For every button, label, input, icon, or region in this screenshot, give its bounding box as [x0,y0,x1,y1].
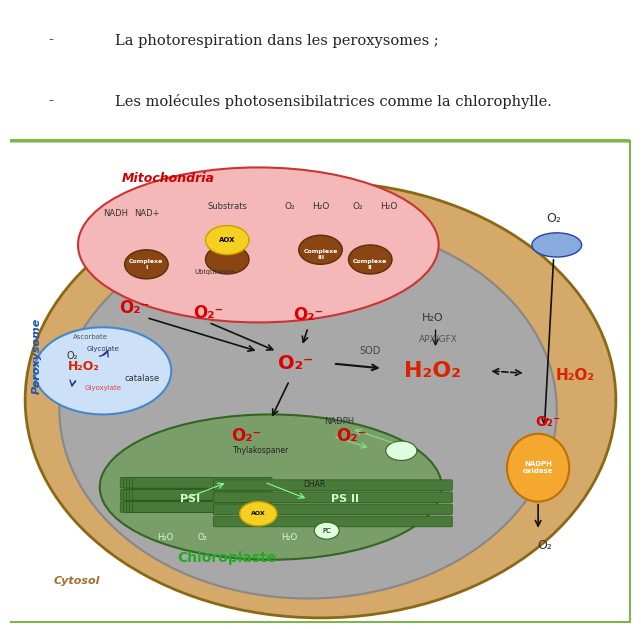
Text: Thylakospaner: Thylakospaner [233,446,290,455]
Text: O₂: O₂ [353,202,363,211]
Text: H₂O: H₂O [281,533,297,542]
Text: -: - [49,94,54,108]
Ellipse shape [299,235,342,264]
Text: NADH: NADH [103,209,128,218]
FancyBboxPatch shape [126,489,266,500]
FancyBboxPatch shape [126,477,266,488]
Ellipse shape [100,415,442,560]
Text: -: - [49,33,54,48]
FancyBboxPatch shape [126,502,266,512]
Text: O₂⁻: O₂⁻ [194,304,224,322]
Ellipse shape [386,441,417,460]
Text: O₂⁻: O₂⁻ [337,427,367,445]
Text: NADPH: NADPH [324,417,354,426]
Ellipse shape [206,245,249,274]
Text: H₂O: H₂O [380,202,397,211]
Text: O₂⁻: O₂⁻ [119,299,149,317]
Text: AOX: AOX [219,237,235,243]
FancyBboxPatch shape [129,489,269,500]
Ellipse shape [78,167,438,323]
FancyBboxPatch shape [133,477,272,488]
Text: PS II: PS II [331,494,360,504]
Text: APX/GFX: APX/GFX [419,335,458,344]
Ellipse shape [25,182,616,618]
FancyBboxPatch shape [129,502,269,512]
Text: Complexe
III: Complexe III [303,249,338,260]
Text: O₂⁻: O₂⁻ [231,427,261,445]
Ellipse shape [507,434,569,502]
Text: Fd: Fd [395,448,407,458]
Text: SOD: SOD [360,347,381,357]
Text: O₂⁻: O₂⁻ [278,354,313,373]
FancyBboxPatch shape [124,489,263,500]
FancyBboxPatch shape [121,477,260,488]
FancyBboxPatch shape [213,480,453,491]
Text: H₂O₂: H₂O₂ [404,361,461,381]
Text: O₂: O₂ [546,212,561,225]
Text: H₂O: H₂O [422,313,443,323]
FancyBboxPatch shape [213,504,453,515]
Text: Ascorbate: Ascorbate [73,334,108,340]
FancyBboxPatch shape [129,477,269,488]
Text: Cytosol: Cytosol [53,576,99,586]
Text: Chloroplaste: Chloroplaste [178,551,277,565]
Ellipse shape [60,221,557,599]
Ellipse shape [35,327,171,415]
Text: Complexe
I: Complexe I [129,259,163,270]
FancyBboxPatch shape [213,516,453,527]
Text: O₂: O₂ [197,533,207,542]
FancyBboxPatch shape [213,492,453,503]
Text: H₂O₂: H₂O₂ [69,360,100,372]
Ellipse shape [314,522,339,539]
Text: NADPH
oxidase: NADPH oxidase [523,461,553,474]
FancyBboxPatch shape [133,489,272,500]
Ellipse shape [124,250,168,279]
FancyBboxPatch shape [121,489,260,500]
Text: catalase: catalase [124,374,160,382]
Text: Substrats: Substrats [207,202,247,211]
Ellipse shape [206,226,249,255]
FancyBboxPatch shape [124,477,263,488]
Text: PSI: PSI [180,494,200,504]
FancyBboxPatch shape [133,502,272,512]
Text: La photorespiration dans les peroxysomes ;: La photorespiration dans les peroxysomes… [115,33,439,48]
Ellipse shape [240,502,277,526]
Text: H₂O: H₂O [312,202,329,211]
Text: DHAR: DHAR [303,480,326,489]
FancyBboxPatch shape [121,502,260,512]
FancyBboxPatch shape [124,502,263,512]
Text: O₂⁻: O₂⁻ [535,415,560,429]
Text: H₂O₂: H₂O₂ [556,368,595,383]
Text: AOX: AOX [251,511,266,516]
Text: O₂: O₂ [66,352,78,361]
Text: Glyoxylate: Glyoxylate [85,385,121,391]
Text: Ubiquinone: Ubiquinone [195,269,235,275]
Text: NAD+: NAD+ [134,209,159,218]
Text: H₂O: H₂O [157,533,173,542]
Text: Glycolate: Glycolate [87,346,119,352]
Text: Complexe
II: Complexe II [353,259,387,270]
Text: Les molécules photosensibilatrices comme la chlorophylle.: Les molécules photosensibilatrices comme… [115,94,553,109]
Text: O₂: O₂ [537,538,552,552]
Text: Peroxysome: Peroxysome [31,318,42,394]
Text: Mitochondria: Mitochondria [122,172,214,185]
Text: O₂⁻: O₂⁻ [293,306,323,324]
Ellipse shape [532,233,581,257]
Text: O₂: O₂ [284,202,295,211]
Ellipse shape [349,245,392,274]
Text: PC: PC [322,528,331,533]
